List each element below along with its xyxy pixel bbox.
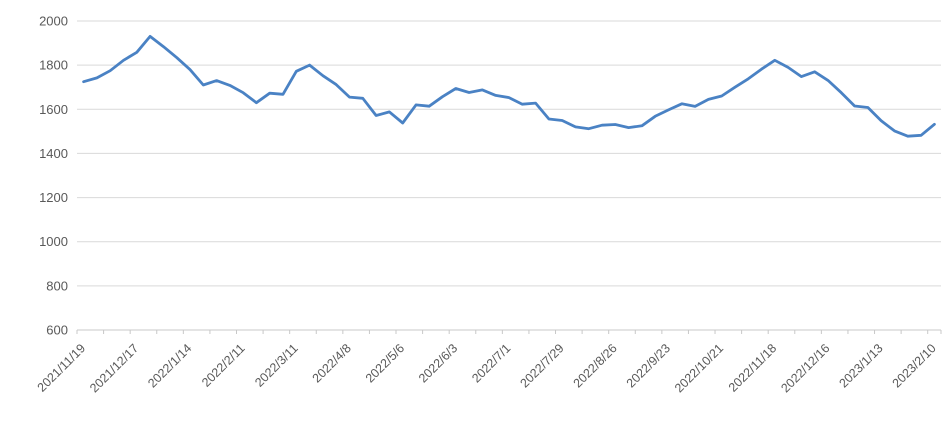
- x-axis-tick-label: 2022/10/21: [672, 341, 726, 395]
- x-axis-tick-label: 2022/3/11: [252, 341, 301, 390]
- x-axis-tick-label: 2022/2/11: [199, 341, 248, 390]
- x-axis-tick-label: 2022/12/16: [778, 341, 832, 395]
- y-axis-tick-label: 1000: [39, 234, 68, 249]
- y-axis-tick-label: 600: [46, 323, 68, 338]
- x-axis-tick-label: 2021/12/17: [87, 341, 141, 395]
- y-axis-tick-label: 2000: [39, 14, 68, 29]
- x-axis-tick-label: 2023/2/10: [890, 341, 939, 390]
- data-series-line: [82, 35, 936, 138]
- x-axis-tick-label: 2021/11/19: [35, 341, 89, 395]
- y-axis-tick-label: 1600: [39, 102, 68, 117]
- x-axis-tick-label: 2022/5/6: [363, 341, 407, 385]
- x-axis-tick-label: 2022/1/14: [145, 341, 194, 390]
- x-axis-tick-label: 2022/9/23: [624, 341, 673, 390]
- y-axis-tick-label: 1400: [39, 146, 68, 161]
- y-axis-tick-label: 1800: [39, 58, 68, 73]
- x-axis-tick-label: 2022/7/1: [469, 341, 513, 385]
- x-axis-tick-label: 2022/4/8: [310, 341, 354, 385]
- x-axis-tick-label: 2022/6/3: [416, 341, 460, 385]
- y-axis-tick-label: 800: [46, 278, 68, 293]
- x-axis-tick-label: 2022/8/26: [571, 341, 620, 390]
- y-axis-tick-label: 1200: [39, 190, 68, 205]
- x-axis-tick-label: 2022/11/18: [726, 341, 780, 395]
- x-axis-tick-label: 2023/1/13: [836, 341, 885, 390]
- x-axis-tick-label: 2022/7/29: [517, 341, 566, 390]
